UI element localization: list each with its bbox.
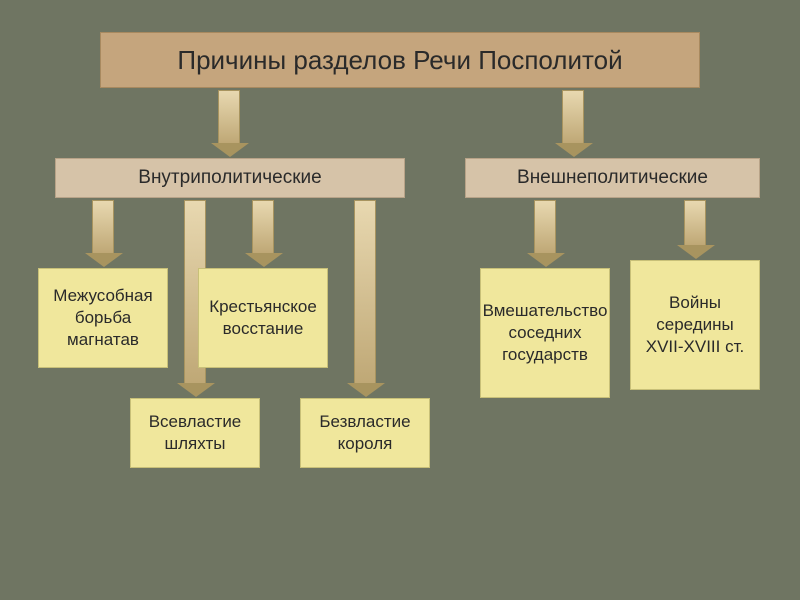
arrow-internal-magnates [92, 200, 114, 254]
arrow-external-wars [684, 200, 706, 246]
leaf-wars: Войны середины XVII-XVIII ст. [630, 260, 760, 390]
diagram-title: Причины разделов Речи Посполитой [100, 32, 700, 88]
leaf-magnates: Межусобная борьба магнатав [38, 268, 168, 368]
arrow-title-internal [218, 90, 240, 144]
category-internal: Внутриполитические [55, 158, 405, 198]
leaf-peasant: Крестьянское восстание [198, 268, 328, 368]
category-external: Внешнеполитические [465, 158, 760, 198]
arrow-internal-king [354, 200, 376, 384]
arrow-title-external [562, 90, 584, 144]
arrow-internal-peasant [252, 200, 274, 254]
leaf-szlachta: Всевластие шляхты [130, 398, 260, 468]
leaf-king: Безвластие короля [300, 398, 430, 468]
arrow-external-neighbors [534, 200, 556, 254]
leaf-neighbors: Вмешательство соседних государств [480, 268, 610, 398]
